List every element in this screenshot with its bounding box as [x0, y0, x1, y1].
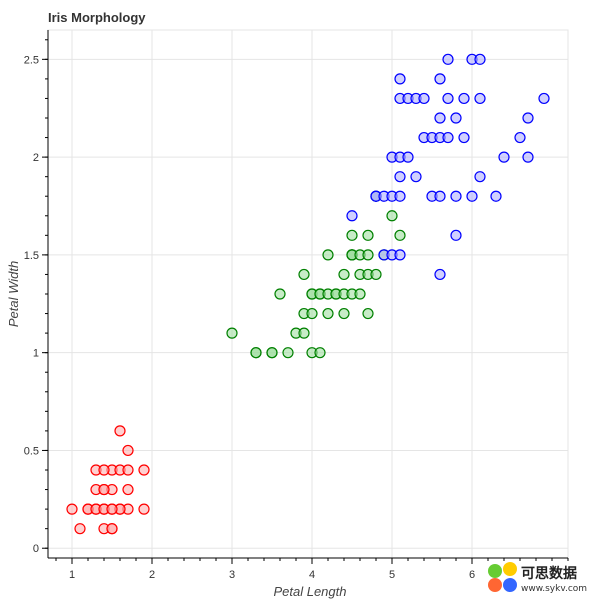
x-tick-label: 6	[469, 569, 475, 581]
data-point-series-2	[474, 53, 486, 65]
data-point-series-1	[354, 288, 366, 300]
x-tick-label: 2	[149, 569, 155, 581]
data-point-series-1	[338, 307, 350, 320]
data-point-series-1	[346, 229, 358, 241]
data-points	[66, 53, 550, 535]
data-point-series-2	[394, 171, 406, 183]
watermark-text: 可思数据	[521, 565, 577, 582]
data-point-series-1	[322, 307, 334, 320]
data-point-series-1	[362, 307, 374, 320]
data-point-series-2	[434, 73, 446, 85]
y-tick-label: 2	[33, 152, 39, 164]
data-point-series-2	[402, 151, 414, 163]
data-point-series-2	[458, 131, 470, 144]
data-point-series-0	[74, 523, 86, 535]
data-point-series-1	[362, 229, 374, 241]
data-point-series-2	[498, 151, 510, 163]
data-point-series-2	[434, 268, 446, 281]
x-axis-label: Petal Length	[273, 584, 346, 599]
data-point-series-2	[442, 131, 454, 144]
data-point-series-1	[250, 347, 262, 359]
data-point-series-2	[394, 249, 406, 261]
data-point-series-1	[298, 268, 310, 281]
data-point-series-0	[122, 464, 134, 476]
data-point-series-1	[226, 327, 238, 339]
data-point-series-2	[442, 92, 454, 105]
watermark-url: www.sykv.com	[521, 584, 587, 594]
data-point-series-2	[450, 229, 462, 241]
y-tick-label: 0	[33, 543, 39, 555]
data-point-series-1	[394, 229, 406, 241]
data-point-series-1	[386, 210, 398, 222]
data-point-series-2	[474, 171, 486, 183]
watermark: 可思数据 www.sykv.com	[488, 562, 587, 594]
data-point-series-1	[266, 347, 278, 359]
data-point-series-2	[434, 190, 446, 202]
x-tick-label: 3	[229, 569, 235, 581]
y-axis-label: Petal Width	[6, 261, 21, 327]
data-point-series-2	[450, 190, 462, 202]
data-point-series-2	[434, 112, 446, 124]
data-point-series-0	[122, 444, 134, 457]
data-point-series-2	[410, 171, 422, 183]
data-point-series-1	[314, 347, 326, 359]
data-point-series-2	[466, 190, 478, 202]
data-point-series-2	[418, 92, 430, 105]
data-point-series-2	[490, 190, 502, 202]
data-point-series-2	[394, 190, 406, 202]
data-point-series-2	[514, 131, 526, 144]
data-point-series-1	[322, 249, 334, 261]
x-axis-ticks: 1 2 3 4 5 6	[55, 558, 569, 581]
data-point-series-1	[274, 288, 286, 300]
data-point-series-0	[98, 464, 110, 476]
data-point-series-0	[138, 503, 150, 515]
y-tick-label: 1.5	[24, 250, 39, 262]
x-tick-label: 4	[309, 569, 315, 581]
x-tick-label: 5	[389, 569, 395, 581]
watermark-logo-icon	[488, 562, 517, 592]
data-point-series-2	[522, 151, 534, 163]
data-point-series-2	[346, 210, 358, 222]
data-point-series-2	[394, 73, 406, 85]
data-point-series-1	[298, 327, 310, 339]
data-point-series-1	[282, 347, 294, 359]
data-point-series-0	[138, 464, 150, 476]
data-point-series-1	[306, 307, 318, 320]
data-point-series-1	[362, 249, 374, 261]
data-point-series-0	[122, 483, 134, 496]
axes: 1 2 3 4 5 6 0 0.5 1 1.5 2 2.5	[24, 30, 569, 581]
y-tick-label: 2.5	[24, 54, 39, 66]
data-point-series-0	[106, 523, 118, 535]
data-point-series-1	[338, 268, 350, 281]
data-point-series-2	[450, 112, 462, 124]
y-axis-ticks: 0 0.5 1 1.5 2 2.5	[24, 39, 48, 555]
data-point-series-2	[442, 53, 454, 65]
data-point-series-1	[370, 268, 382, 281]
data-point-series-2	[522, 112, 534, 124]
chart-title: Iris Morphology	[48, 10, 146, 25]
data-point-series-0	[98, 483, 110, 496]
data-point-series-0	[66, 503, 78, 515]
y-tick-label: 1	[33, 348, 39, 360]
data-point-series-2	[538, 92, 550, 105]
y-tick-label: 0.5	[24, 445, 39, 457]
data-point-series-0	[114, 425, 126, 437]
data-point-series-2	[474, 92, 486, 105]
x-tick-label: 1	[69, 569, 75, 581]
data-point-series-0	[106, 503, 118, 515]
data-point-series-2	[458, 92, 470, 105]
